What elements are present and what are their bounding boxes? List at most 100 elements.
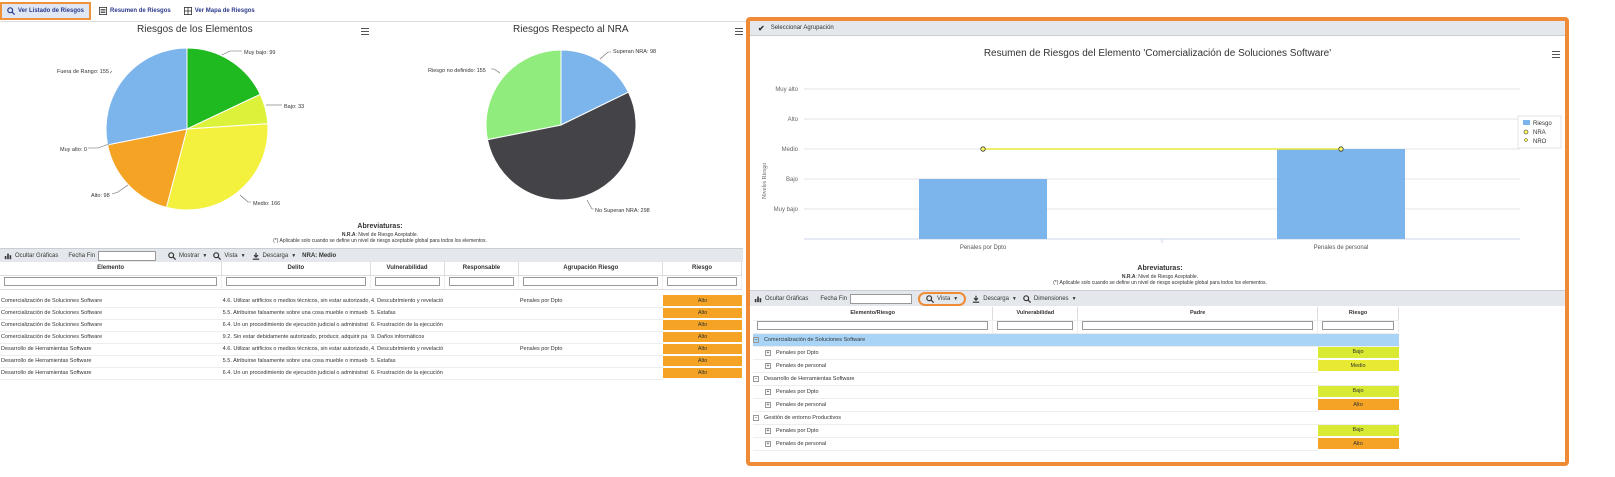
pie-slice-fuera-de-rango[interactable] [105,47,188,146]
col-vulnerabilidad[interactable]: Vulnerabilidad [992,307,1079,321]
abbr-nra-key: N.R.A [341,232,356,238]
cell-riesgo: Alto [662,343,742,356]
vista-button[interactable]: Vista ▼ [213,251,246,260]
tree-child-row[interactable]: + Penales por Dpto Bajo [753,385,1399,399]
collapse-icon[interactable]: − [753,375,759,382]
collapse-icon[interactable]: − [753,336,759,343]
table-row[interactable]: Desarrollo de Herramientas Software 5.5. … [0,355,742,368]
cell-vulnerabilidad [992,437,1078,451]
cell-padre [1077,359,1318,373]
right-chart-menu-icon[interactable] [1552,51,1560,58]
right-vista-button[interactable]: Vista ▼ [918,291,967,306]
cell-elemento: Comercialización de Soluciones Software [0,319,222,332]
pie-slice-muy-bajo[interactable] [186,47,261,130]
bar-riesgo[interactable] [1277,149,1405,239]
expand-icon[interactable]: + [765,362,771,369]
nra-point[interactable] [980,146,986,152]
filter-vulnerabilidad[interactable] [374,276,440,286]
expand-icon[interactable]: + [765,440,771,447]
pie-slice-superan-nra[interactable] [560,49,630,126]
filter-elemento-riesgo[interactable] [757,321,989,330]
cell-vulnerabilidad: 9. Daños informáticos [370,331,444,344]
right-chart-title: Resumen de Riesgos del Elemento 'Comerci… [983,48,1332,59]
filter-agrupacion[interactable] [523,276,659,286]
expand-icon[interactable]: + [765,401,771,408]
right-dimensiones-button[interactable]: Dimensiones ▼ [1023,294,1077,303]
ver-listado-button[interactable]: Ver Listado de Riesgos [0,1,92,20]
cell-riesgo: Bajo [1317,385,1399,399]
col-riesgo[interactable]: Riesgo [662,262,742,276]
fecha-fin-input[interactable] [98,250,157,261]
filter-padre[interactable] [1082,321,1314,330]
pie1-menu-icon[interactable] [361,28,369,35]
filter-delito[interactable] [226,276,366,286]
cell-delito: 5.5. Atribuirse falsamente sobre una cos… [221,307,371,320]
filter-elemento[interactable] [4,276,218,286]
right-descarga-button[interactable]: Descarga ▼ [972,295,1017,303]
pie1-label-bajo: Bajo: 33 [284,104,304,110]
pie1-label-medio: Medio: 166 [253,201,280,207]
descarga-button[interactable]: Descarga ▼ [252,252,296,260]
seleccionar-agrupacion-label: Seleccionar Agrupación [770,25,834,31]
col-delito[interactable]: Delito [221,262,371,276]
pie-slice-riesgo-no-definido[interactable] [485,49,562,141]
table-row[interactable]: Desarrollo de Herramientas Software 4.6. … [0,343,742,356]
tree-child-row[interactable]: + Penales de personal Alto [753,437,1399,451]
col-padre[interactable]: Padre [1077,307,1319,321]
expand-icon[interactable]: + [765,349,771,356]
filter-riesgo[interactable] [667,276,737,286]
col-elemento[interactable]: Elemento [0,262,223,276]
resumen-button[interactable]: Resumen de Riesgos [94,4,176,18]
descarga-label: Descarga [262,252,289,259]
bar-riesgo[interactable] [919,179,1047,239]
right-ocultar-graficas-button[interactable]: Ocultar Gráficas [754,295,808,303]
table-row[interactable]: Comercialización de Soluciones Software 6… [0,319,742,332]
tree-child-row[interactable]: + Penales de personal Medio [753,359,1399,373]
x-tick-label: Penales de personal [1314,245,1369,251]
table-row[interactable]: Comercialización de Soluciones Software 5… [0,307,742,320]
cell-vulnerabilidad [992,359,1078,373]
expand-icon[interactable]: + [765,388,771,395]
mapa-button[interactable]: Ver Mapa de Riesgos [179,4,260,18]
col-responsable[interactable]: Responsable [444,262,520,276]
tree-group-row[interactable]: − Comercialización de Soluciones Software [753,333,1399,347]
cell-riesgo: Alto [662,295,742,308]
top-toolbar: Ver Listado de Riesgos Resumen de Riesgo… [0,0,760,22]
pie-slice-medio[interactable] [165,123,269,211]
table-row[interactable]: Comercialización de Soluciones Software 9… [0,331,742,344]
chevron-down-icon: ▼ [240,252,246,259]
tree-child-row[interactable]: + Penales por Dpto Bajo [753,346,1399,360]
cell-riesgo: Bajo [1317,346,1399,360]
tree-group-row[interactable]: − Gestión de entorno Productivos [753,411,1399,425]
expand-icon[interactable]: + [765,427,771,434]
mostrar-button[interactable]: Mostrar ▼ [168,251,207,260]
y-tick-label: Muy alto [775,87,798,93]
ver-listado-label: Ver Listado de Riesgos [18,7,85,14]
table-row[interactable]: Comercialización de Soluciones Software 4… [0,295,742,308]
filter-responsable[interactable] [448,276,515,286]
right-dimensiones-label: Dimensiones [1033,295,1069,302]
col-vulnerabilidad[interactable]: Vulnerabilidad [370,262,445,276]
nra-point[interactable] [1338,146,1344,152]
pie2-menu-icon[interactable] [735,28,743,35]
right-legend[interactable]: Riesgo NRA NRO [1517,115,1562,149]
collapse-icon[interactable]: − [753,414,759,421]
col-elemento-riesgo[interactable]: Elemento/Riesgo [753,307,994,321]
tree-group-row[interactable]: − Desarrollo de Herramientas Software [753,372,1399,386]
seleccionar-agrupacion-bar[interactable]: ✔ Seleccionar Agrupación [750,21,1565,36]
pie-slice-no-superan-nra[interactable] [486,91,637,201]
col-riesgo[interactable]: Riesgo [1317,307,1399,321]
cell-agrupacion [518,319,663,332]
tree-child-row[interactable]: + Penales de personal Alto [753,398,1399,412]
filter-riesgo[interactable] [1322,321,1394,330]
right-fecha-fin-input[interactable] [850,293,913,304]
abbr-note: (*) Aplicable solo cuando se define un n… [273,238,487,244]
filter-vulnerabilidad[interactable] [997,321,1074,330]
tree-child-row[interactable]: + Penales por Dpto Bajo [753,424,1399,438]
cell-vulnerabilidad: 6. Frustración de la ejecución [370,367,444,380]
pie2-label-superan: Superan NRA: 98 [613,49,656,55]
table-row[interactable]: Desarrollo de Herramientas Software 6.4. … [0,367,742,380]
pie-slice-alto[interactable] [106,128,188,208]
col-agrupacion[interactable]: Agrupación Riesgo [518,262,664,276]
ocultar-graficas-button[interactable]: Ocultar Gráficas [4,252,58,260]
